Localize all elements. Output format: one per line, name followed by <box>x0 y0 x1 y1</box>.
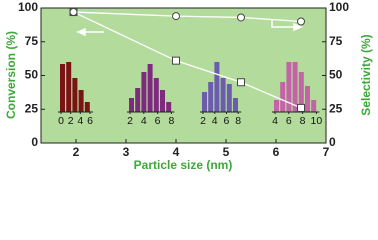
y-tick-label: 100 <box>18 0 38 14</box>
inset-tick-label: 2 <box>68 115 74 127</box>
arrow-head <box>293 22 303 32</box>
inset-bar <box>292 62 298 112</box>
x-tick-label: 3 <box>123 145 130 159</box>
inset-bar <box>233 98 238 112</box>
inset-bar <box>311 100 317 112</box>
y-tick-label: 25 <box>25 101 39 115</box>
inset-bar <box>202 92 207 112</box>
marker <box>237 78 245 87</box>
series-line <box>73 11 302 23</box>
inset-tick-label: 2 <box>127 115 133 127</box>
inset-tick-label: 4 <box>141 115 147 127</box>
y2-tick-label: 0 <box>329 135 336 149</box>
y-axis-title: Conversion (%) <box>4 31 18 119</box>
y2-tick-label: 100 <box>329 0 349 14</box>
x-tick-label: 2 <box>73 145 80 159</box>
y2-tick-label: 50 <box>329 68 343 82</box>
marker <box>172 12 180 21</box>
inset-bar <box>153 78 159 112</box>
inset-tick-label: 0 <box>58 115 64 127</box>
inset-tick-label: 6 <box>224 115 230 127</box>
y-tick-label: 0 <box>31 135 38 149</box>
marker <box>297 103 305 112</box>
inset-tick-label: 8 <box>300 115 306 127</box>
marker <box>297 17 305 26</box>
inset-bar <box>72 78 78 112</box>
arrow-head <box>76 27 86 37</box>
y2-tick-label: 75 <box>329 34 343 48</box>
inset-bar <box>78 90 84 112</box>
inset-bar <box>226 84 232 112</box>
inset-tick-label: 2 <box>200 115 206 127</box>
marker <box>237 13 245 22</box>
inset-tick-label: 4 <box>272 115 278 127</box>
inset-bar <box>129 98 134 112</box>
chart: 0 2 4 6 2 4 6 8 2 4 6 8 4 6 8 10 Conversion (%) Selecti… <box>4 0 373 172</box>
y-tick-label: 75 <box>25 34 39 48</box>
y-tick-label: 50 <box>25 68 39 82</box>
inset-bar <box>141 72 147 112</box>
inset-bar <box>135 88 141 112</box>
series-line <box>73 11 302 109</box>
arrow-right <box>271 20 296 28</box>
inset-tick-label: 4 <box>77 115 83 127</box>
inset-bar <box>66 62 72 112</box>
inset-bar <box>160 90 165 112</box>
plot-content: 0 2 4 6 2 4 6 8 2 4 6 8 4 6 8 10 <box>58 8 323 127</box>
inset-bar <box>84 102 90 112</box>
arrows <box>76 20 303 37</box>
inset-tick-label: 8 <box>235 115 241 127</box>
inset-tick-label: 8 <box>168 115 174 127</box>
inset-bar <box>298 72 304 112</box>
x-axis-title: Particle size (nm) <box>134 158 233 172</box>
inset-bar <box>214 62 220 112</box>
inset-bar <box>220 78 226 112</box>
inset-tick-label: 10 <box>311 115 323 127</box>
x-tick-label: 6 <box>273 145 280 159</box>
inset-bar <box>274 100 279 112</box>
inset-bar <box>147 64 153 112</box>
marker <box>172 56 180 65</box>
marker <box>69 8 78 17</box>
x-tick-label: 7 <box>323 145 330 159</box>
x-tick-label: 4 <box>173 145 180 159</box>
inset-tick-label: 6 <box>155 115 161 127</box>
y2-tick-label: 25 <box>329 101 343 115</box>
page: {"chart_data": {"type": "line", "x_label… <box>4 0 374 173</box>
inset-bar <box>286 62 292 112</box>
inset-bar <box>166 102 172 112</box>
x-tick-label: 5 <box>223 145 230 159</box>
inset-tick-label: 4 <box>212 115 218 127</box>
y2-axis-title: Selectivity (%) <box>359 34 373 115</box>
inset-tick-label: 6 <box>87 115 93 127</box>
inset-bar <box>60 64 65 112</box>
inset-bar <box>280 82 286 112</box>
inset-bar <box>208 82 214 112</box>
inset-tick-label: 6 <box>286 115 292 127</box>
inset-bar <box>305 86 310 112</box>
plot-area <box>40 7 327 144</box>
